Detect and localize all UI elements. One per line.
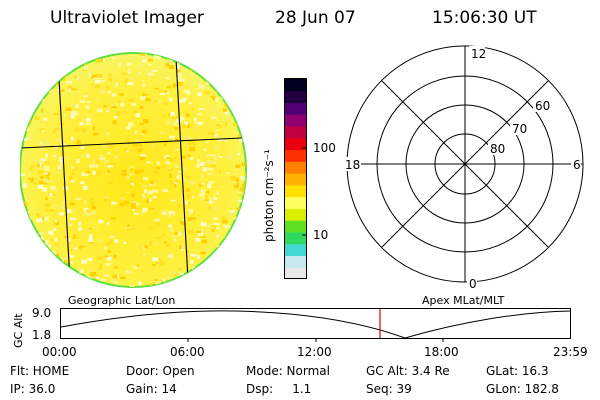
status-flight: Flt: HOME: [10, 364, 70, 378]
colorbar-tick-100: 100: [313, 141, 336, 155]
gc-alt-min-label: 1.8: [32, 328, 52, 342]
apex-grid-label: Apex MLat/MLT: [422, 294, 505, 307]
colorbar-band: [285, 114, 306, 127]
mlat-label-60: 60: [535, 99, 550, 113]
colorbar-band: [285, 137, 306, 151]
time-tick-1200: 12:00: [297, 345, 332, 359]
instrument-title: Ultraviolet Imager: [50, 8, 204, 28]
mlt-label-6: 6: [573, 158, 581, 172]
colorbar-band: [285, 255, 306, 268]
mlt-label-18: 18: [345, 158, 360, 172]
altitude-curve: [60, 310, 571, 339]
colorbar-band: [285, 90, 306, 104]
colorbar: [284, 78, 307, 280]
latitude-line: [20, 137, 243, 149]
plot-frame: [60, 308, 571, 339]
date-label: 28 Jun 07: [275, 8, 356, 28]
polar-mlat-mlt-grid: 12 6 18 0 60 70 80: [343, 45, 584, 291]
colorbar-band: [285, 102, 306, 115]
mlt-label-12: 12: [471, 47, 486, 61]
longitude-line: [175, 57, 189, 281]
status-ip: IP: 36.0: [10, 382, 56, 396]
time-tick-0600: 06:00: [170, 345, 205, 359]
time-tick-1800: 18:00: [424, 345, 459, 359]
mlat-label-70: 70: [512, 122, 527, 136]
colorbar-band: [285, 231, 306, 245]
colorbar-band: [285, 267, 306, 280]
colorbar-band: [285, 220, 306, 233]
colorbar-band: [285, 126, 306, 139]
colorbar-band: [285, 173, 306, 186]
colorbar-band: [285, 149, 306, 162]
geographic-grid: [20, 57, 243, 283]
colorbar-band: [285, 161, 306, 174]
geographic-grid-label: Geographic Lat/Lon: [68, 294, 176, 307]
mlt-label-0: 0: [469, 277, 477, 291]
colorbar-band: [285, 196, 306, 209]
meridian-diagonal: [381, 80, 549, 248]
status-glat: GLat: 16.3: [486, 364, 549, 378]
status-gain: Gain: 14: [126, 382, 177, 396]
gc-alt-axis-label: GC Alt: [12, 313, 25, 348]
status-mode: Mode: Normal: [246, 364, 330, 378]
time-tick-2359: 23:59: [553, 345, 588, 359]
status-door: Door: Open: [126, 364, 195, 378]
colorbar-band: [285, 184, 306, 198]
altitude-timeline-plot: [60, 308, 571, 342]
uv-earth-image: [20, 52, 247, 288]
gc-alt-max-label: 9.0: [32, 306, 52, 320]
status-glon: GLon: 182.8: [486, 382, 559, 396]
colorbar-band: [285, 79, 306, 92]
mlat-label-80: 80: [490, 142, 505, 156]
colorbar-band: [285, 243, 306, 256]
time-label: 15:06:30 UT: [432, 8, 537, 28]
status-seq: Seq: 39: [366, 382, 412, 396]
longitude-line: [57, 59, 71, 283]
status-dsp: Dsp: 1.1: [246, 382, 312, 396]
colorbar-unit-label: photon cm⁻²s⁻¹: [262, 149, 276, 242]
colorbar-band: [285, 208, 306, 221]
colorbar-tick-10: 10: [313, 228, 329, 242]
status-gc-alt: GC Alt: 3.4 Re: [366, 364, 450, 378]
time-tick-0000: 00:00: [42, 345, 77, 359]
